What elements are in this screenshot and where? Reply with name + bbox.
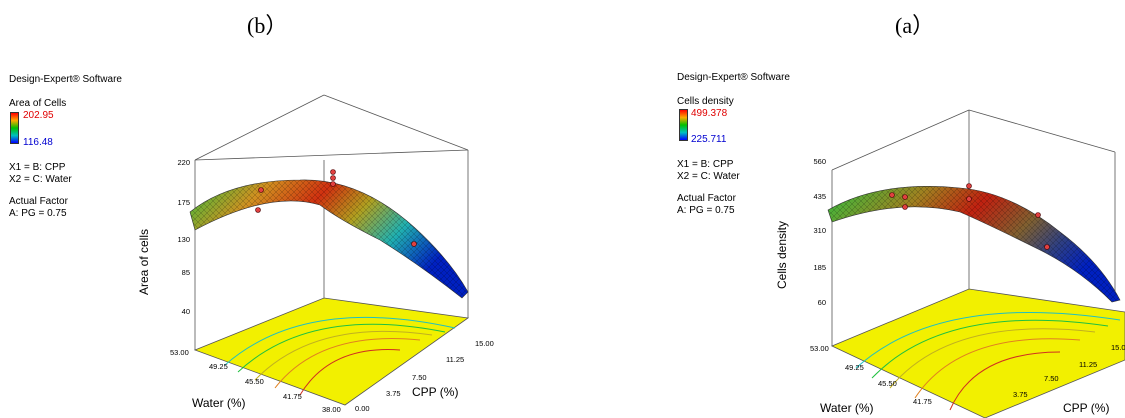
z-axis-label-a: Cells density: [775, 221, 789, 289]
factor-x2-left: X2 = C: Water: [9, 174, 72, 185]
actual-factor-left: A: PG = 0.75: [9, 208, 67, 219]
z-tick: 40: [182, 307, 190, 316]
z-tick: 435: [813, 192, 826, 201]
design-points-b: [255, 169, 417, 247]
surface-mesh-a: [828, 186, 1120, 302]
panel-label-a: (a）: [895, 13, 935, 38]
axes-frame-b: [194, 94, 469, 350]
x-tick: 3.75: [1013, 390, 1028, 399]
z-tick: 220: [177, 158, 190, 167]
design-points-a: [889, 183, 1050, 250]
y-tick: 45.50: [245, 377, 264, 386]
z-tick: 130: [177, 235, 190, 244]
color-scale-bar-right: [679, 109, 688, 141]
y-tick: 53.00: [810, 344, 829, 353]
x-tick: 3.75: [386, 389, 401, 398]
plot-b: 220 175 130 85 40 53.00 49.25 45.50 41.7…: [137, 94, 494, 414]
y-tick: 45.50: [878, 379, 897, 388]
y-tick: 41.75: [283, 392, 302, 401]
actual-factor-title-right: Actual Factor: [677, 193, 736, 204]
x-axis-label-a: CPP (%): [1063, 401, 1109, 415]
x-ticks-b: 0.00 3.75 7.50 11.25 15.00: [355, 339, 494, 413]
contour-lines-a: [855, 312, 1121, 411]
design-point: [966, 196, 972, 202]
y-tick: 38.00: [322, 405, 341, 414]
contour-lines-b: [224, 316, 456, 396]
z-ticks-b: 220 175 130 85 40: [177, 158, 190, 316]
response-name-left: Area of Cells: [9, 98, 67, 109]
software-name-right: Design-Expert® Software: [677, 72, 790, 83]
design-point: [255, 207, 261, 213]
software-name: Design-Expert® Software: [9, 74, 122, 85]
panel-label-b: (b）: [247, 13, 288, 38]
design-point: [258, 187, 264, 193]
contour-floor-a: [831, 288, 1125, 418]
factor-x2-right: X2 = C: Water: [677, 171, 740, 182]
info-block-left: Design-Expert® Software: [9, 74, 122, 86]
z-tick: 85: [182, 268, 190, 277]
z-tick: 310: [813, 226, 826, 235]
legend-high-right: 499.378: [691, 108, 728, 119]
x-tick: 15.00: [1111, 343, 1125, 352]
z-tick: 175: [177, 198, 190, 207]
contour-floor-b: [193, 297, 470, 406]
x-axis-label-b: CPP (%): [412, 385, 458, 399]
x-ticks-a: 3.75 7.50 11.25 15.00: [1013, 343, 1125, 399]
z-tick: 60: [818, 298, 826, 307]
z-tick: 560: [813, 157, 826, 166]
response-name-right: Cells density: [677, 96, 734, 107]
design-point: [1035, 212, 1041, 218]
z-ticks-a: 560 435 310 185 60: [813, 157, 826, 307]
design-point: [411, 241, 417, 247]
color-scale-bar-left: [10, 112, 19, 144]
y-tick: 49.25: [845, 363, 864, 372]
legend-high-left: 202.95: [23, 110, 54, 121]
surface-mesh-b: [190, 179, 468, 298]
x-tick: 15.00: [475, 339, 494, 348]
y-tick: 49.25: [209, 362, 228, 371]
x-tick: 7.50: [1044, 374, 1059, 383]
actual-factor-title-left: Actual Factor: [9, 196, 68, 207]
design-point: [330, 175, 336, 181]
z-axis-label-b: Area of cells: [137, 229, 151, 295]
x-tick: 11.25: [1079, 360, 1097, 369]
x-tick: 7.50: [412, 373, 427, 382]
y-tick: 53.00: [170, 348, 189, 357]
design-point: [889, 192, 895, 198]
y-axis-label-a: Water (%): [820, 401, 874, 415]
factor-x1-left: X1 = B: CPP: [9, 162, 66, 173]
legend-low-right: 225.711: [691, 134, 727, 145]
y-tick: 41.75: [913, 397, 932, 406]
legend-low-left: 116.48: [23, 137, 53, 148]
x-tick: 0.00: [355, 404, 370, 413]
design-point: [330, 181, 336, 187]
plot-a: 560 435 310 185 60 53.00 49.25 45.50 41.…: [775, 109, 1125, 418]
design-point: [330, 169, 336, 175]
design-point: [902, 194, 908, 200]
factor-x1-right: X1 = B: CPP: [677, 159, 734, 170]
y-ticks-b: 53.00 49.25 45.50 41.75 38.00: [170, 348, 341, 414]
y-axis-label-b: Water (%): [192, 396, 246, 410]
actual-factor-right: A: PG = 0.75: [677, 205, 735, 216]
design-point: [966, 183, 972, 189]
x-tick: 11.25: [446, 355, 464, 364]
y-ticks-a: 53.00 49.25 45.50 41.75: [810, 344, 932, 406]
design-point: [902, 204, 908, 210]
z-tick: 185: [813, 263, 826, 272]
design-point: [1044, 244, 1050, 250]
